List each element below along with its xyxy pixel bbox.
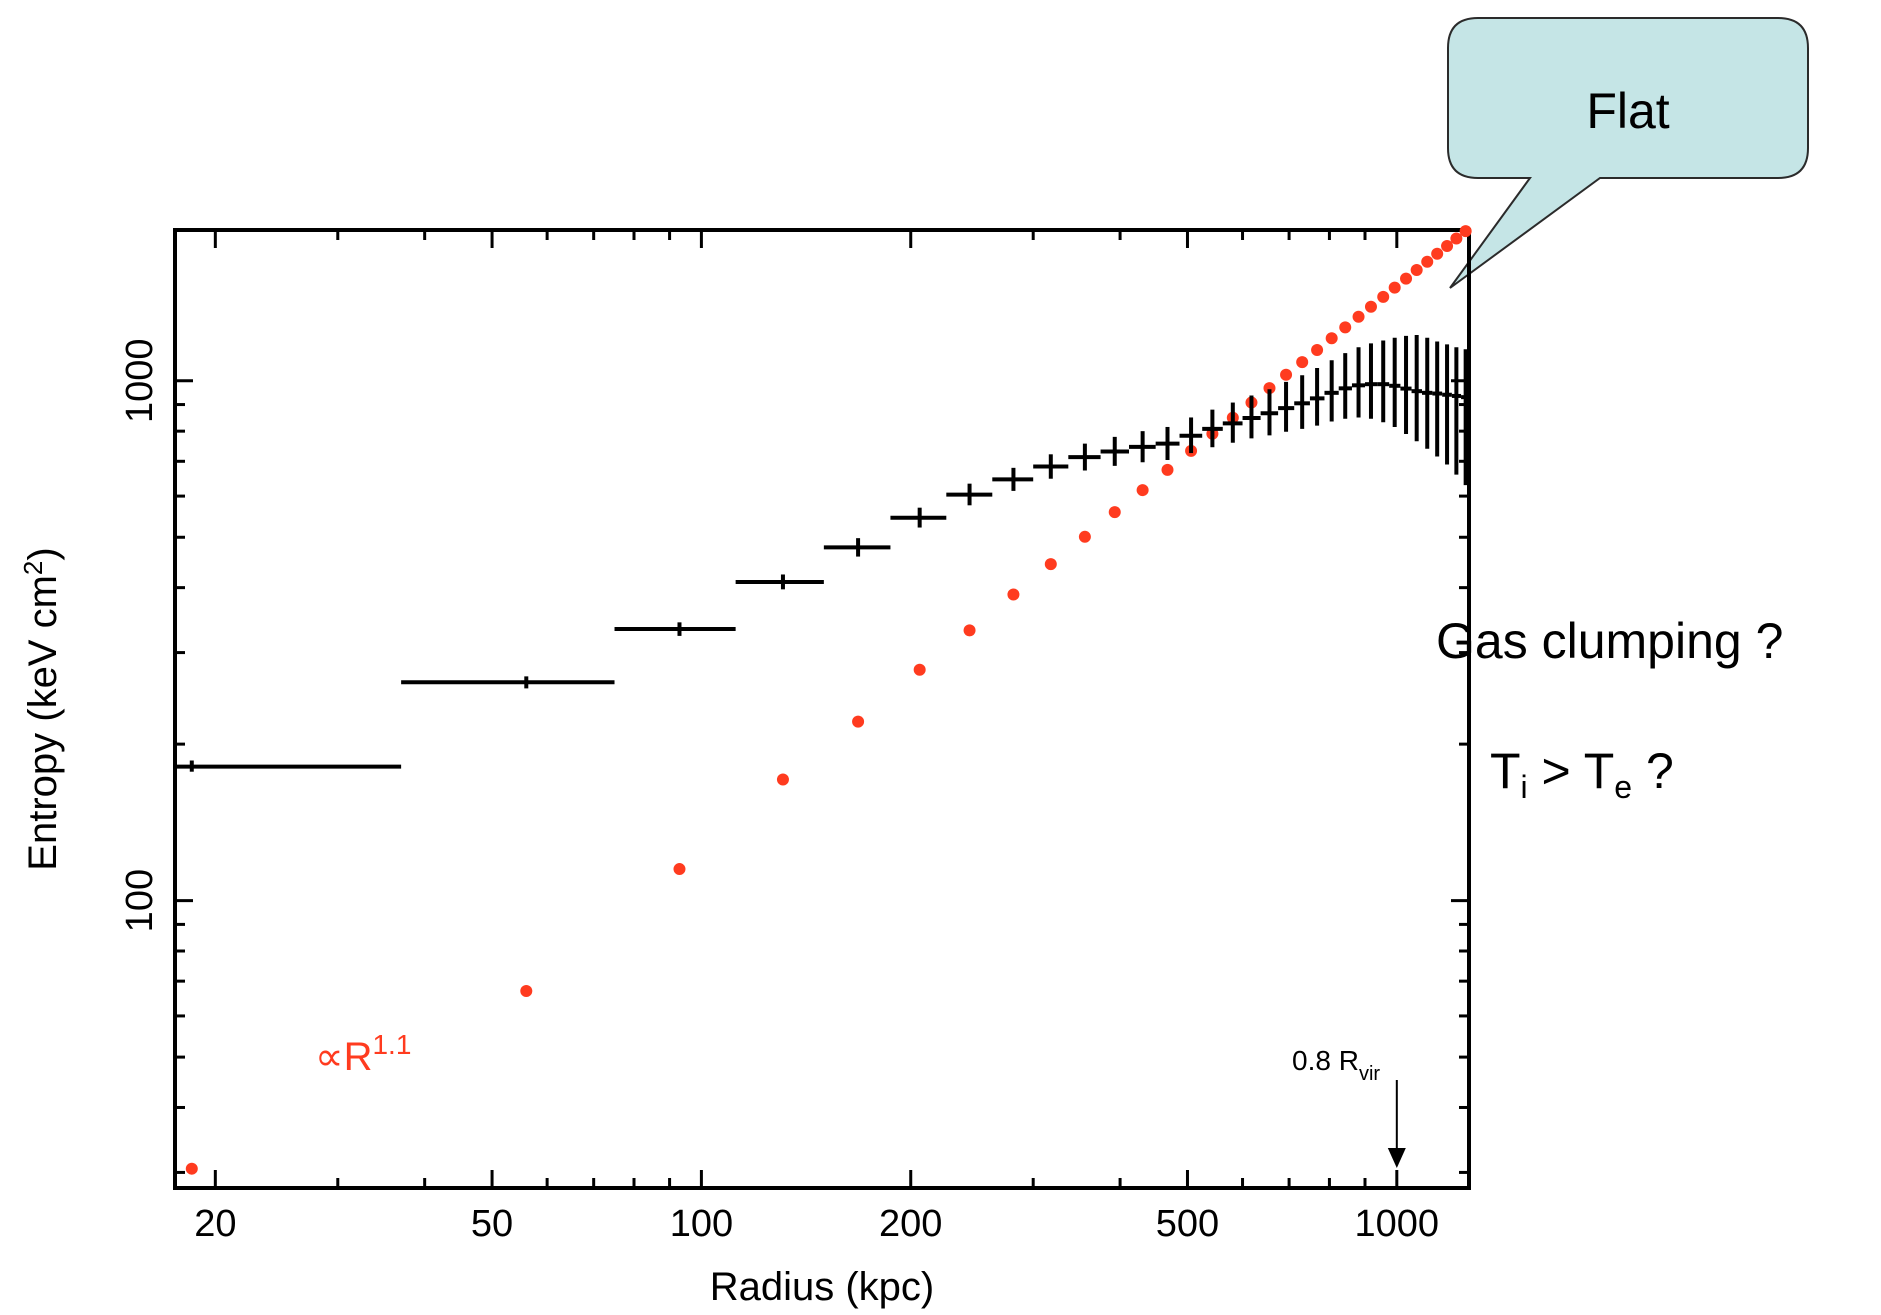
x-tick-label: 200: [879, 1203, 942, 1245]
fit-prefix: ∝R: [315, 1035, 372, 1079]
data-point: [1442, 344, 1452, 465]
axis-ticks: [175, 230, 1469, 1188]
model-point: [673, 863, 686, 876]
model-point: [1078, 530, 1091, 543]
data-point: [1351, 347, 1365, 418]
te-end: ?: [1632, 743, 1674, 799]
data-point: [175, 760, 402, 772]
data-point: [992, 467, 1034, 491]
data-point: [1068, 443, 1101, 471]
data-point: [1222, 402, 1243, 443]
data-point: [1411, 334, 1423, 442]
gas-clumping-text: Gas clumping ?: [1436, 613, 1783, 669]
data-point: [823, 538, 891, 557]
x-tick-label: 1000: [1355, 1203, 1440, 1245]
model-point: [1388, 281, 1401, 294]
data-point: [1033, 454, 1069, 479]
model-point: [1136, 484, 1149, 497]
plot-frame: [173, 228, 1471, 1190]
data-point: [1432, 341, 1443, 457]
data-point: [1242, 395, 1261, 439]
model-point: [1339, 321, 1352, 334]
data-point: [1400, 335, 1412, 434]
y-tick-labels: 100 1000: [119, 338, 161, 932]
model-point: [1364, 300, 1377, 313]
model-point: [1377, 290, 1390, 303]
model-point: [1325, 332, 1338, 345]
y-tick-label: 100: [119, 869, 161, 932]
model-point: [1280, 368, 1293, 381]
y-axis-label-sup: 2: [18, 561, 48, 575]
fit-exponent: 1.1: [372, 1029, 411, 1060]
x-tick-label: 50: [471, 1203, 513, 1245]
rvir-label-sub: vir: [1359, 1063, 1380, 1085]
ti-mid: > T: [1528, 743, 1615, 799]
data-point: [1129, 431, 1156, 463]
data-point: [1260, 389, 1279, 436]
x-tick-label: 500: [1156, 1203, 1219, 1245]
rvir-arrow-head: [1387, 1148, 1406, 1168]
model-point: [1421, 255, 1434, 268]
model-point: [1296, 356, 1309, 369]
model-point: [1450, 232, 1463, 245]
data-series: [175, 334, 1469, 772]
data-point: [1155, 426, 1180, 461]
data-point: [1461, 349, 1469, 486]
model-point: [520, 985, 533, 998]
data-point: [614, 622, 736, 636]
x-axis-label: Radius (kpc): [710, 1265, 935, 1309]
fit-annotation: ∝R1.1: [315, 1029, 411, 1079]
ti-sub: i: [1521, 769, 1528, 805]
temperature-text: Ti > Te ?: [1490, 743, 1674, 805]
data-point: [1338, 353, 1352, 419]
data-point: [1100, 436, 1130, 466]
data-point: [1179, 417, 1203, 454]
model-point: [1263, 382, 1276, 395]
model-point: [913, 663, 926, 676]
data-point: [1278, 381, 1295, 432]
data-point: [1364, 343, 1378, 419]
callout-text: Flat: [1586, 83, 1669, 139]
data-point: [1377, 340, 1390, 423]
model-point: [963, 624, 976, 637]
y-tick-label: 1000: [119, 338, 161, 423]
model-point: [1108, 506, 1121, 519]
model-point: [1441, 239, 1454, 252]
callout-bubble: [1447, 17, 1809, 289]
y-axis-label-end: ): [21, 547, 65, 560]
data-point: [890, 507, 947, 528]
x-tick-label: 100: [670, 1203, 733, 1245]
data-point: [1202, 409, 1223, 448]
data-point: [1389, 337, 1401, 427]
model-point: [1161, 463, 1174, 476]
model-point: [1007, 588, 1020, 601]
model-point: [185, 1162, 198, 1175]
rvir-label: 0.8 Rvir: [1292, 1045, 1380, 1085]
model-point: [1400, 272, 1413, 285]
model-point: [1459, 225, 1472, 238]
x-tick-label: 20: [194, 1203, 236, 1245]
y-axis-label-main: Entropy (keV cm: [21, 575, 65, 871]
model-point: [1410, 264, 1423, 277]
model-point: [1311, 344, 1324, 357]
data-point: [401, 676, 615, 689]
model-point: [1352, 310, 1365, 323]
ti-letter: T: [1490, 743, 1521, 799]
data-point: [1309, 368, 1325, 426]
data-point: [1451, 347, 1462, 475]
te-sub: e: [1614, 769, 1632, 805]
data-point: [1294, 375, 1310, 429]
data-point: [1422, 337, 1433, 449]
data-point: [946, 483, 993, 506]
model-point: [776, 773, 789, 786]
model-point: [1044, 558, 1057, 571]
x-tick-labels: 20 50 100 200 500 1000: [194, 1203, 1439, 1245]
rvir-label-main: 0.8 R: [1292, 1045, 1359, 1076]
data-point: [735, 574, 824, 590]
y-axis-label: Entropy (keV cm2): [18, 547, 65, 870]
model-point: [1431, 247, 1444, 260]
data-point: [1324, 360, 1339, 422]
model-point: [852, 715, 865, 728]
